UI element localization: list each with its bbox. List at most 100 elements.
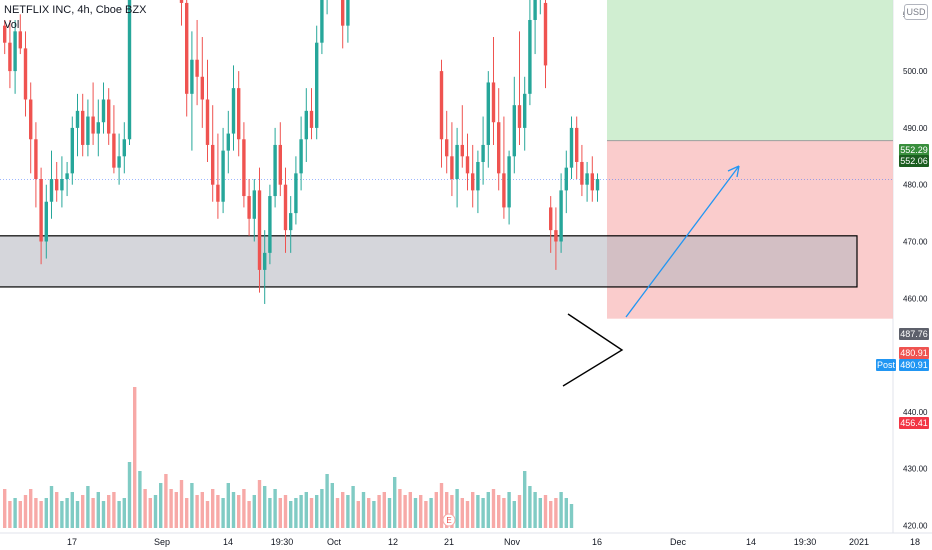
candle-body [502, 173, 506, 208]
volume-bar [205, 501, 210, 528]
price-label-box [899, 347, 929, 359]
volume-bar [299, 495, 303, 528]
x-tick-label: 14 [746, 537, 756, 547]
volume-bar [289, 501, 293, 528]
candle-body [304, 110, 308, 140]
volume-bar [112, 492, 116, 528]
candle-body [273, 144, 277, 197]
candle-body [580, 161, 584, 185]
volume-bar [497, 495, 501, 528]
volume-bar [153, 495, 158, 528]
candle-body [185, 2, 189, 94]
candle-body [533, 0, 537, 20]
volume-bar [39, 501, 43, 528]
volume-bar [216, 495, 220, 528]
volume-bar [398, 489, 402, 528]
volume-bar [211, 489, 215, 528]
volume-bar [486, 492, 490, 528]
candle-body [237, 88, 241, 140]
volume-bar [247, 501, 251, 528]
volume-bar [491, 489, 496, 528]
volume-bar [450, 495, 454, 528]
candle-body [8, 42, 12, 72]
loss-zone [607, 140, 893, 319]
volume-bar [174, 492, 178, 528]
volume-bar [367, 498, 371, 528]
volume-bar [13, 498, 17, 528]
volume-bar [122, 498, 126, 528]
candle-body [81, 110, 85, 145]
currency-button[interactable]: USD [904, 4, 928, 20]
volume-bar [242, 489, 246, 528]
volume-bar [481, 498, 485, 528]
candle-body [112, 133, 116, 168]
candle-body [569, 127, 574, 168]
x-tick-label: Sep [154, 537, 170, 547]
candle-body [299, 139, 303, 174]
candle-body [315, 42, 319, 128]
candle-body [497, 122, 501, 174]
volume-bar [23, 495, 28, 528]
volume-bar [179, 480, 184, 528]
volume-bar [320, 489, 324, 528]
candle-body [450, 156, 454, 180]
price-label-text: 480.91 [900, 360, 928, 370]
x-tick-label: 18 [910, 537, 920, 547]
candle-body [595, 179, 600, 191]
volume-bar [159, 483, 163, 528]
volume-bar [346, 495, 350, 528]
volume-bar [403, 495, 407, 528]
x-tick-label: 2021 [849, 537, 869, 547]
x-tick-label: 19:30 [271, 537, 294, 547]
x-tick-label: 12 [388, 537, 398, 547]
candle-body [590, 173, 594, 191]
volume-bar [143, 489, 147, 528]
candle-body [575, 127, 579, 162]
volume-bar [523, 471, 527, 528]
price-label-text: 487.76 [900, 329, 928, 339]
y-tick-label: 420.00 [903, 522, 928, 531]
volume-bar [445, 492, 449, 528]
volume-bar [133, 387, 137, 528]
volume-bar [341, 492, 345, 528]
volume-bar [8, 501, 12, 528]
volume-bar [356, 501, 360, 528]
volume-bar [221, 498, 225, 528]
symbol-title[interactable]: NETFLIX INC, 4h, Cboe BZX [4, 4, 147, 16]
volume-bar [164, 474, 168, 528]
volume-bar [226, 483, 230, 528]
candle-body [439, 71, 444, 140]
volume-bar [29, 489, 33, 528]
candle-body [523, 93, 527, 128]
candle-body [122, 139, 126, 157]
volume-bar [372, 501, 376, 528]
profit-zone [607, 0, 893, 141]
candle-body [465, 156, 470, 174]
volume-bar [55, 492, 59, 528]
y-tick-label: 500.00 [903, 67, 928, 76]
volume-bar [387, 498, 392, 528]
volume-bar [382, 492, 386, 528]
volume-bar [49, 486, 54, 528]
earnings-marker-label: E [446, 516, 451, 525]
volume-bar [60, 501, 64, 528]
x-tick-label: Dec [670, 537, 687, 547]
price-label-text: 552.29 [900, 145, 928, 155]
price-label-box [899, 328, 929, 340]
candle-body [226, 133, 230, 151]
volume-bar [200, 492, 204, 528]
candle-body [257, 190, 262, 270]
candle-body [346, 0, 350, 26]
volume-bar [408, 492, 412, 528]
candle-body [252, 190, 256, 219]
volume-indicator-label[interactable]: Vol [4, 19, 20, 31]
candle-body [55, 179, 59, 191]
volume-bar [34, 498, 38, 528]
y-tick-label: 460.00 [903, 294, 928, 303]
candle-body [34, 139, 38, 180]
y-tick-label: 480.00 [903, 181, 928, 190]
volume-bar [283, 495, 288, 528]
candle-body [564, 167, 568, 191]
candle-body [23, 48, 28, 100]
